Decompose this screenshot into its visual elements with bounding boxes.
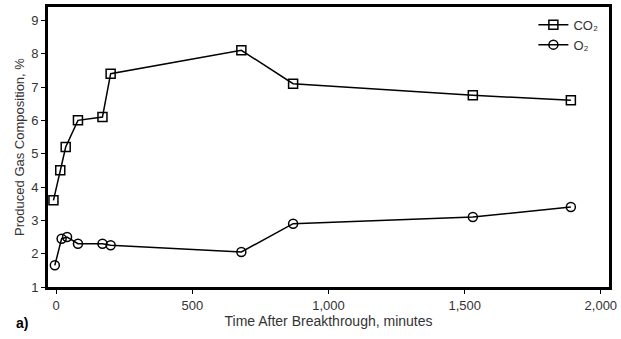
svg-text:Produced Gas Composition, %: Produced Gas Composition, %: [12, 58, 27, 236]
svg-text:Time After Breakthrough, minut: Time After Breakthrough, minutes: [224, 313, 432, 329]
svg-text:2,000: 2,000: [585, 298, 618, 313]
svg-text:8: 8: [31, 46, 38, 61]
svg-text:1,000: 1,000: [312, 298, 345, 313]
svg-text:a): a): [16, 315, 28, 331]
svg-text:2: 2: [31, 246, 38, 261]
svg-text:7: 7: [31, 80, 38, 95]
svg-text:5: 5: [31, 146, 38, 161]
svg-text:CO₂: CO₂: [573, 18, 598, 33]
svg-text:9: 9: [31, 13, 38, 28]
svg-text:3: 3: [31, 213, 38, 228]
svg-text:1: 1: [31, 280, 38, 295]
svg-text:4: 4: [31, 180, 38, 195]
svg-text:500: 500: [181, 298, 203, 313]
svg-text:0: 0: [53, 298, 60, 313]
svg-text:1,500: 1,500: [448, 298, 481, 313]
svg-text:6: 6: [31, 113, 38, 128]
svg-text:O₂: O₂: [573, 38, 588, 53]
